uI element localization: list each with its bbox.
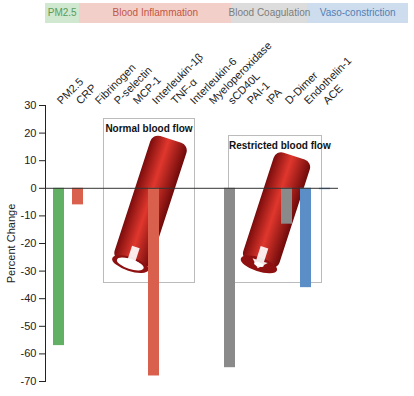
svg-text:-10: -10	[21, 209, 37, 221]
svg-text:-70: -70	[21, 375, 37, 387]
svg-text:PM2.5: PM2.5	[54, 75, 86, 107]
html-text:Vaso-constriction: Vaso-constriction	[319, 7, 396, 18]
svg-text:Myeloperoxidase: Myeloperoxidase	[206, 39, 273, 106]
svg-text:MCP-1: MCP-1	[130, 73, 164, 107]
svg-text:Interleukin-6: Interleukin-6	[187, 55, 239, 107]
svg-text:P-selectin: P-selectin	[111, 63, 155, 107]
svg-text:D-Dimer: D-Dimer	[282, 69, 320, 107]
svg-text:-20: -20	[21, 237, 37, 249]
svg-text:PAI-1: PAI-1	[244, 79, 272, 107]
svg-text:CRP: CRP	[73, 81, 98, 106]
svg-text:Interleukin-1β: Interleukin-1β	[149, 50, 206, 107]
svg-text:30: 30	[24, 99, 36, 111]
svg-text:Endothelin-1: Endothelin-1	[301, 54, 353, 106]
svg-text:0: 0	[30, 182, 36, 194]
svg-text:Fibrinogen: Fibrinogen	[92, 61, 138, 107]
svg-text:-50: -50	[21, 320, 37, 332]
svg-text:Percent Change: Percent Change	[5, 204, 17, 284]
svg-text:-40: -40	[21, 292, 37, 304]
svg-text:tPA: tPA	[263, 85, 284, 106]
html-text:Blood Inflammation: Blood Inflammation	[112, 7, 199, 18]
svg-text:TNF-α: TNF-α	[168, 75, 200, 107]
svg-text:sCD40L: sCD40L	[225, 69, 262, 107]
svg-text:20: 20	[24, 127, 36, 139]
html-text:Restricted blood flow: Restricted blood flow	[229, 140, 331, 151]
html-text:Blood Coagulation: Blood Coagulation	[228, 7, 311, 18]
svg-text:ACE: ACE	[320, 82, 344, 106]
html-text:Normal blood flow: Normal blood flow	[105, 123, 193, 134]
svg-text:10: 10	[24, 154, 36, 166]
html-text:PM2.5: PM2.5	[47, 7, 77, 18]
svg-text:-60: -60	[21, 347, 37, 359]
svg-text:-30: -30	[21, 265, 37, 277]
